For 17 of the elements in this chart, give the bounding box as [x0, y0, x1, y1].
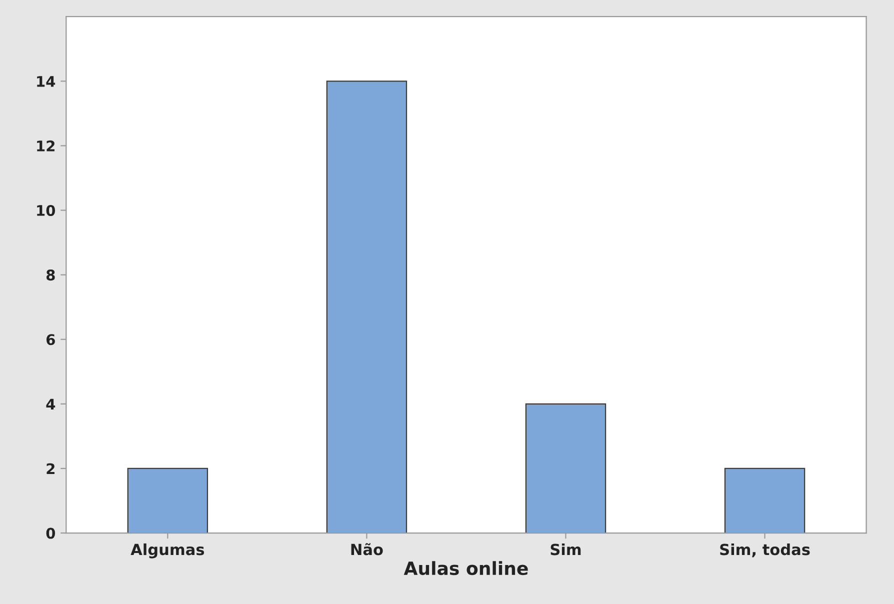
y-tick-label: 10 — [37, 204, 56, 216]
x-tick-label: Não — [351, 543, 383, 556]
bar — [724, 468, 806, 534]
bar — [525, 403, 606, 534]
y-tick-label: 14 — [37, 76, 56, 87]
y-tick-label: 6 — [46, 334, 55, 346]
x-tick-label: Sim — [550, 543, 581, 556]
y-tick-label: 4 — [46, 398, 56, 410]
y-tick-label: 8 — [46, 270, 55, 281]
x-axis-title: Aulas online — [404, 561, 528, 576]
y-tick-label: 0 — [46, 528, 56, 539]
bar — [326, 80, 408, 534]
bar — [127, 468, 208, 534]
x-tick-label: Algumas — [130, 543, 204, 558]
y-tick-label: 2 — [46, 463, 54, 474]
y-tick-label: 12 — [37, 140, 54, 152]
x-tick-label: Sim, todas — [720, 543, 810, 558]
